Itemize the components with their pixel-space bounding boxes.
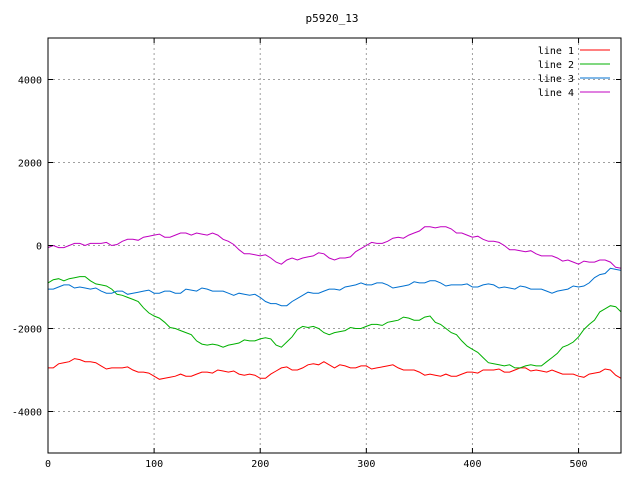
x-tick-label: 200 [251, 459, 269, 470]
y-tick-label: -2000 [12, 325, 42, 336]
x-tick-label: 400 [463, 459, 481, 470]
series-line-3 [48, 267, 622, 307]
y-tick-label: 4000 [18, 76, 42, 87]
legend: line 1 line 2 line 3 line 4 [538, 46, 610, 99]
legend-label-3: line 3 [538, 74, 574, 85]
series-line-2 [47, 276, 622, 369]
axis-ticks: 0 100 200 300 400 500 -4000 -2000 0 2000 4000 [12, 38, 621, 470]
legend-label-4: line 4 [538, 88, 574, 99]
chart-title: p5920_13 [306, 12, 359, 25]
y-tick-label: -4000 [12, 408, 42, 419]
x-tick-label: 100 [145, 459, 163, 470]
legend-label-2: line 2 [538, 60, 574, 71]
series-line-1 [48, 358, 622, 380]
grid [48, 38, 621, 453]
series-line-4 [47, 226, 622, 269]
legend-label-1: line 1 [538, 46, 574, 57]
x-tick-label: 0 [45, 459, 51, 470]
y-tick-label: 0 [36, 242, 42, 253]
x-tick-label: 300 [357, 459, 375, 470]
series-group [47, 226, 622, 380]
x-tick-label: 500 [570, 459, 588, 470]
y-tick-label: 2000 [18, 159, 42, 170]
